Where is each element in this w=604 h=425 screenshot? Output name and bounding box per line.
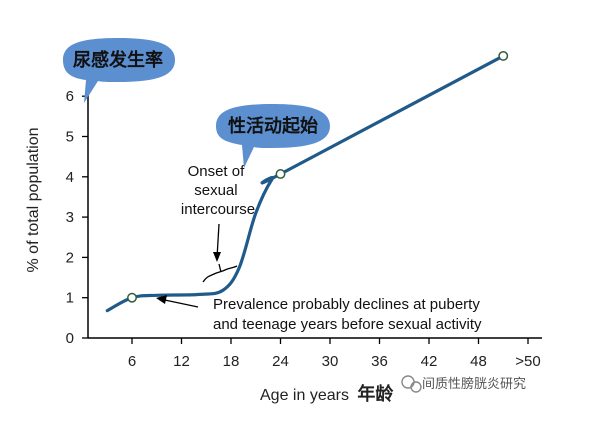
x-tick-label: 48: [470, 353, 487, 370]
x-axis-title-cn: 年龄: [357, 383, 394, 405]
callout-bubble-2-shape: [216, 104, 330, 168]
y-axis-title: % of total population: [25, 128, 42, 273]
x-axis-title: Age in years 年龄: [260, 383, 394, 405]
callout-bubble-1-shape: [63, 38, 175, 103]
data-point-marker: [275, 169, 286, 179]
series-line: [105, 54, 505, 313]
prevalence-annotation: Prevalence probably declines at puberty …: [213, 296, 484, 333]
prevalence-line-2: and teenage years before sexual activity: [213, 316, 482, 333]
x-tick-label: 36: [371, 353, 388, 370]
x-tick-label: 42: [421, 353, 438, 370]
data-point-marker: [498, 50, 509, 61]
data-markers: [127, 50, 509, 303]
onset-line-1: Onset of: [188, 163, 246, 180]
prevalence-line-1: Prevalence probably declines at puberty: [213, 296, 480, 313]
y-tick-label: 2: [66, 249, 74, 266]
onset-arrow-head: [213, 252, 221, 262]
y-tick-label: 0: [66, 330, 74, 347]
onset-brace-tip: [218, 263, 222, 273]
x-tick-group: 6 12 18 24 30 36 42 48 >50: [128, 338, 541, 370]
x-tick-label: >50: [515, 353, 540, 370]
x-tick-label: 30: [322, 353, 339, 370]
x-tick-label: 24: [272, 353, 289, 370]
data-point-marker: [127, 292, 137, 303]
x-axis-title-en: Age in years: [260, 387, 349, 404]
y-tick-label: 1: [66, 290, 74, 307]
callout-bubble-1: 尿感发生率: [63, 38, 175, 103]
onset-line-3: intercourse: [181, 201, 255, 218]
watermark-text: 间质性膀胱炎研究: [422, 376, 526, 392]
onset-annotation: Onset of sexual intercourse: [181, 163, 255, 218]
watermark: 间质性膀胱炎研究: [401, 375, 526, 393]
x-tick-label: 6: [128, 353, 136, 370]
y-tick-group: 01234567: [66, 48, 88, 347]
prevalence-arrow-line: [159, 298, 199, 308]
y-tick-label: 6: [66, 88, 74, 105]
x-tick-label: 18: [223, 353, 240, 370]
onset-line-2: sexual: [194, 182, 237, 199]
y-tick-label: 5: [66, 129, 74, 146]
y-tick-label: 4: [66, 169, 74, 186]
callout-bubble-1-text: 尿感发生率: [73, 49, 163, 71]
x-tick-label: 12: [173, 353, 190, 370]
prevalence-arrow-head: [156, 295, 167, 304]
y-tick-label: 3: [66, 209, 74, 226]
callout-bubble-2: 性活动起始: [216, 104, 330, 168]
callout-bubble-2-text: 性活动起始: [228, 115, 318, 137]
onset-brace: [202, 265, 238, 283]
watermark-icon: [401, 375, 422, 393]
